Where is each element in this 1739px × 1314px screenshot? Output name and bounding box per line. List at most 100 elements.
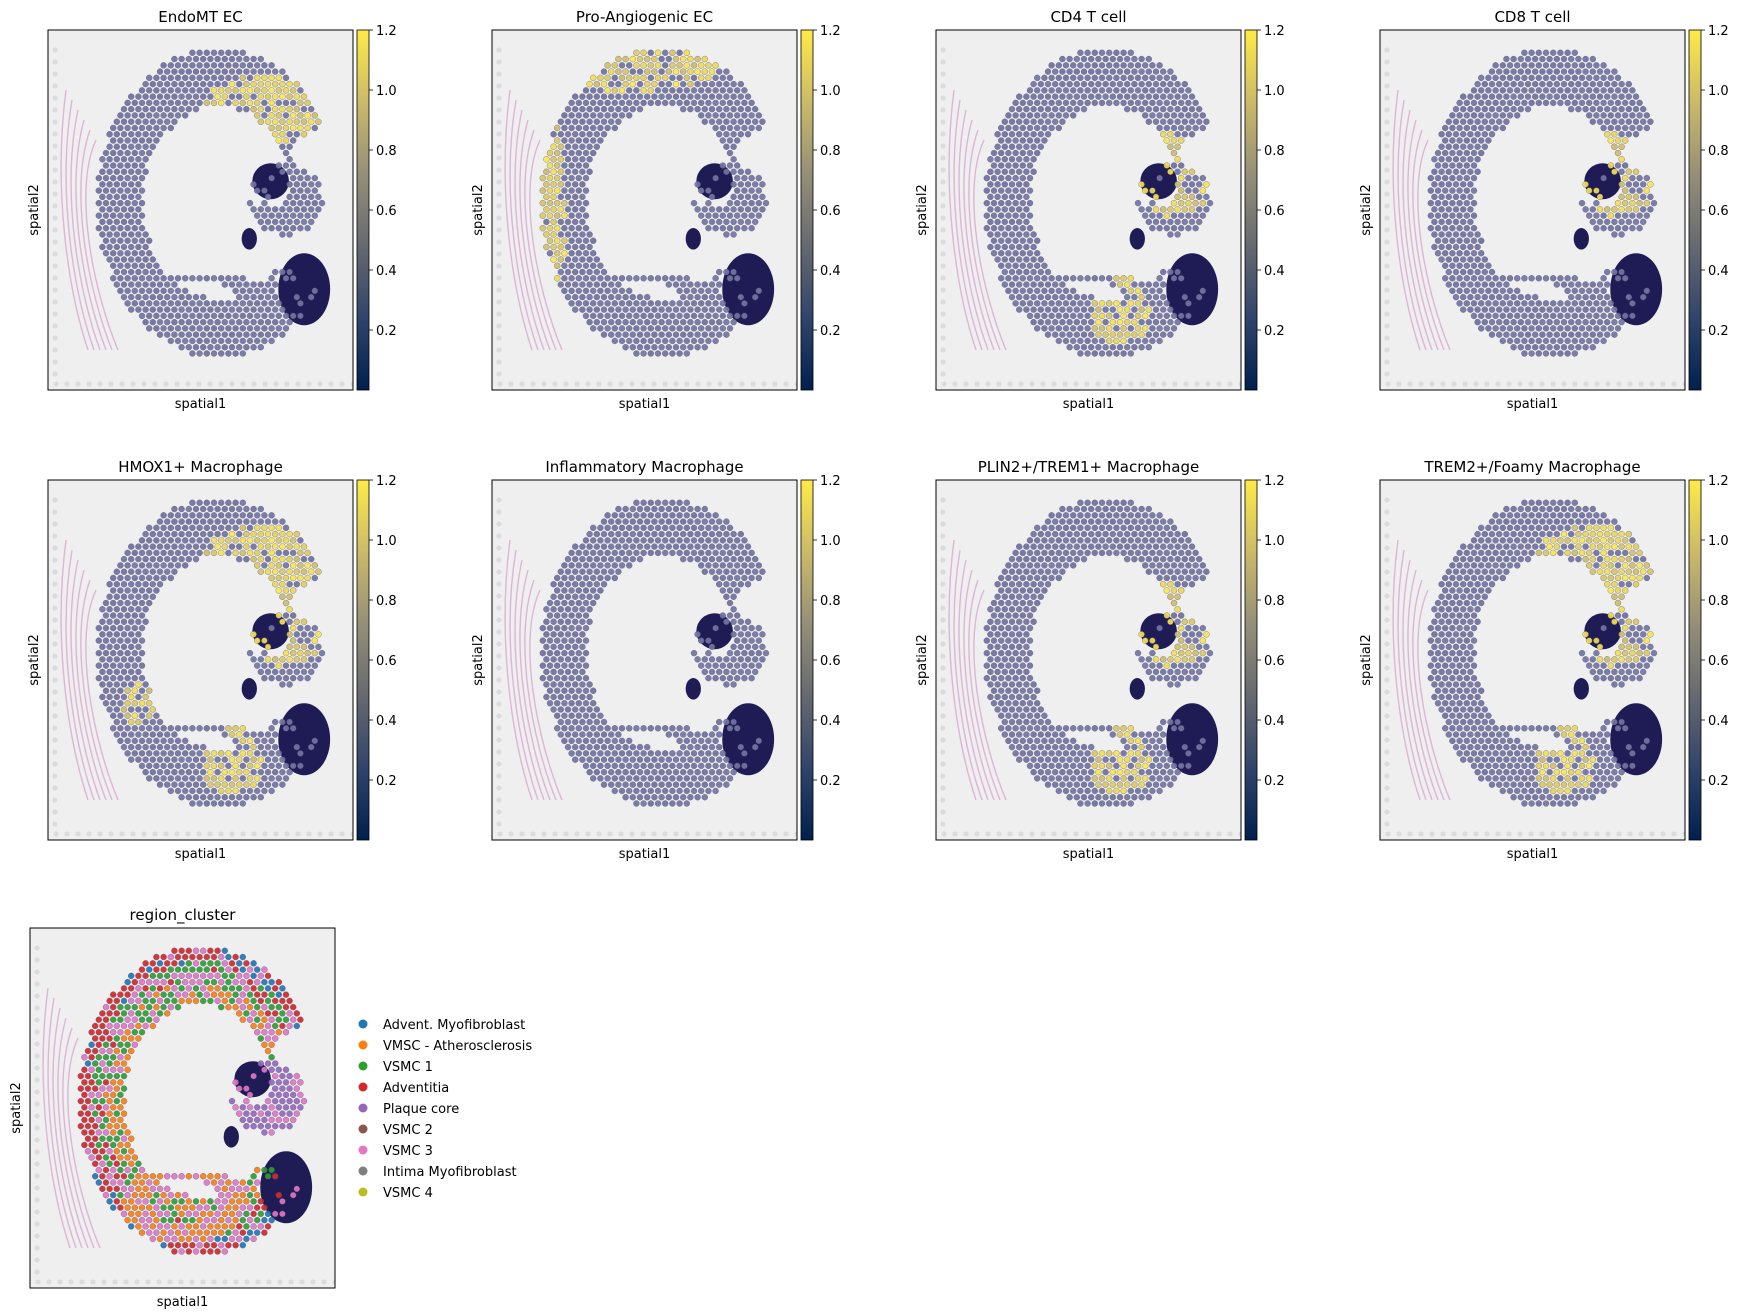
panel-9: region_cluster spatial1 spatial2 Advent. My… <box>9 906 532 1310</box>
colorbar-tick-label: 0.8 <box>1264 594 1285 609</box>
colorbar-tick-label: 0.4 <box>820 264 841 279</box>
legend-entry: Advent. Myofibroblast <box>383 1018 525 1033</box>
y-axis-label: spatial2 <box>27 634 42 686</box>
colorbar-tick-label: 0.2 <box>820 774 841 789</box>
x-axis-label: spatial1 <box>619 397 671 412</box>
spot-layer <box>940 47 1241 387</box>
colorbar-tick-label: 1.2 <box>1264 24 1285 39</box>
colorbar-tick-label: 0.6 <box>1264 654 1285 669</box>
axes-frame <box>47 29 354 391</box>
panel-2: Pro-Angiogenic EC spatial1 spatial2 0.2 0.4 0… <box>471 8 841 412</box>
panel-7: PLIN2+/TREM1+ Macrophage spatial1 spatial2… <box>915 458 1285 862</box>
spot-layer <box>496 47 797 387</box>
panel-3: CD4 T cell spatial1 spatial2 0.2 0.4 0.6 0.8 1.… <box>915 8 1285 412</box>
colorbar-tick-label: 0.4 <box>1264 264 1285 279</box>
colorbar-gradient <box>356 29 370 391</box>
axes-frame <box>491 29 798 391</box>
colorbar-tick-label: 1.0 <box>376 534 397 549</box>
y-axis-label: spatial2 <box>471 184 486 236</box>
colorbar-gradient <box>1688 29 1702 391</box>
colorbar-tick-label: 0.8 <box>1264 144 1285 159</box>
colorbar-tick-label: 0.4 <box>1708 264 1729 279</box>
colorbar: 0.2 0.4 0.6 0.8 1.0 1.2 <box>800 474 841 841</box>
y-axis-label: spatial2 <box>915 634 930 686</box>
colorbar-tick-label: 0.6 <box>1264 204 1285 219</box>
colorbar: 0.2 0.4 0.6 0.8 1.0 1.2 <box>356 474 397 841</box>
colorbar-tick-label: 1.2 <box>1708 474 1729 489</box>
panel-6: Inflammatory Macrophage spatial1 spatial2 0… <box>471 458 841 862</box>
colorbar-tick-label: 1.2 <box>1708 24 1729 39</box>
panel-title: Inflammatory Macrophage <box>545 458 743 476</box>
axes-frame <box>1379 479 1686 841</box>
legend-entry: VSMC 1 <box>383 1060 433 1075</box>
colorbar-tick-label: 0.6 <box>820 654 841 669</box>
legend-marker <box>358 1145 368 1155</box>
panel-5: HMOX1+ Macrophagespatial1spatial20.20.40… <box>27 458 397 862</box>
colorbar: 0.2 0.4 0.6 0.8 1.0 1.2 <box>1688 474 1729 841</box>
spot-layer <box>496 497 797 837</box>
colorbar-tick-label: 0.2 <box>376 324 397 339</box>
panel-title: Pro-Angiogenic EC <box>576 8 713 26</box>
colorbar-tick-label: 1.0 <box>1264 84 1285 99</box>
colorbar-tick-label: 1.0 <box>1708 84 1729 99</box>
panel-4: CD8 T cell spatial1 spatial2 0.2 0.4 0.6 0.8 1.… <box>1359 8 1729 412</box>
colorbar-gradient <box>1244 479 1258 841</box>
legend-marker <box>358 1166 368 1176</box>
colorbar-tick-label: 0.8 <box>376 144 397 159</box>
colorbar-tick-label: 0.2 <box>1264 324 1285 339</box>
colorbar-tick-label: 1.2 <box>820 24 841 39</box>
spot-layer <box>34 945 335 1285</box>
colorbar: 0.2 0.4 0.6 0.8 1.0 1.2 <box>800 24 841 391</box>
axes-frame <box>935 479 1242 841</box>
legend-entry: VSMC 4 <box>383 1186 433 1201</box>
legend: Advent. Myofibroblast VMSC - Atherosclero… <box>358 1018 532 1201</box>
axes-frame <box>935 29 1242 391</box>
colorbar-gradient <box>1244 29 1258 391</box>
colorbar-tick-label: 0.8 <box>1708 594 1729 609</box>
x-axis-label: spatial1 <box>1063 397 1115 412</box>
panel-title: region_cluster <box>130 906 237 925</box>
x-axis-label: spatial1 <box>175 847 227 862</box>
colorbar-tick-label: 0.2 <box>1708 774 1729 789</box>
spot-layer <box>52 47 353 387</box>
legend-entry: Adventitia <box>383 1081 449 1096</box>
legend-marker <box>358 1082 368 1092</box>
y-axis-label: spatial2 <box>1359 634 1374 686</box>
colorbar-tick-label: 0.4 <box>820 714 841 729</box>
panel-title: EndoMT EC <box>158 8 243 26</box>
legend-entry: VMSC - Atherosclerosis <box>383 1039 532 1054</box>
y-axis-label: spatial2 <box>9 1082 24 1134</box>
colorbar: 0.2 0.4 0.6 0.8 1.0 1.2 <box>1688 24 1729 391</box>
colorbar-tick-label: 1.0 <box>820 534 841 549</box>
colorbar-tick-label: 0.6 <box>376 204 397 219</box>
x-axis-label: spatial1 <box>157 1295 209 1310</box>
y-axis-label: spatial2 <box>1359 184 1374 236</box>
panel-8: TREM2+/Foamy Macrophage spatial1 spatial2 0… <box>1359 458 1729 862</box>
colorbar-tick-label: 0.2 <box>376 774 397 789</box>
colorbar-tick-label: 0.6 <box>1708 654 1729 669</box>
colorbar: 0.2 0.4 0.6 0.8 1.0 1.2 <box>1244 24 1285 391</box>
axes-frame <box>29 927 336 1289</box>
x-axis-label: spatial1 <box>1063 847 1115 862</box>
axes-frame <box>47 479 354 841</box>
colorbar: 0.2 0.4 0.6 0.8 1.0 1.2 <box>1244 474 1285 841</box>
panel-title: CD4 T cell <box>1050 8 1126 26</box>
x-axis-label: spatial1 <box>175 397 227 412</box>
y-axis-label: spatial2 <box>915 184 930 236</box>
colorbar-tick-label: 0.8 <box>820 144 841 159</box>
colorbar-tick-label: 0.2 <box>820 324 841 339</box>
legend-marker <box>358 1103 368 1113</box>
legend-entry: VSMC 2 <box>383 1123 433 1138</box>
colorbar-tick-label: 1.0 <box>376 84 397 99</box>
panel-title: PLIN2+/TREM1+ Macrophage <box>978 458 1199 476</box>
colorbar-tick-label: 0.6 <box>1708 204 1729 219</box>
colorbar-tick-label: 1.2 <box>376 24 397 39</box>
x-axis-label: spatial1 <box>1507 847 1559 862</box>
axes-frame <box>491 479 798 841</box>
legend-entry: Plaque core <box>383 1102 459 1117</box>
colorbar-tick-label: 1.0 <box>820 84 841 99</box>
colorbar-tick-label: 1.2 <box>820 474 841 489</box>
colorbar-tick-label: 1.0 <box>1264 534 1285 549</box>
y-axis-label: spatial2 <box>471 634 486 686</box>
